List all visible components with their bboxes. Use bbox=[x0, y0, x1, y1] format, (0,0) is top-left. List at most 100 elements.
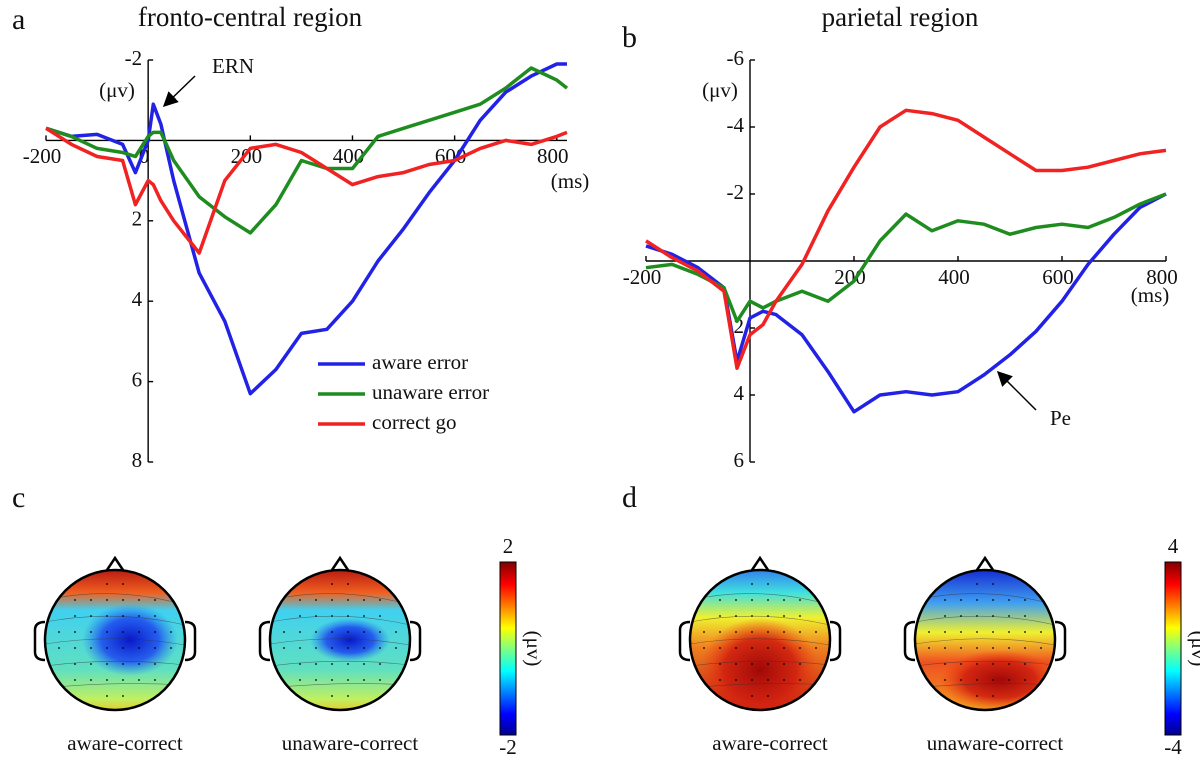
electrode bbox=[944, 647, 946, 649]
electrode bbox=[735, 631, 737, 633]
electrode bbox=[1008, 663, 1010, 665]
electrode bbox=[347, 615, 349, 617]
electrode bbox=[299, 647, 301, 649]
electrode bbox=[976, 631, 978, 633]
electrode bbox=[170, 647, 172, 649]
electrode bbox=[138, 599, 140, 601]
electrode bbox=[719, 599, 721, 601]
electrode bbox=[799, 679, 801, 681]
topomap-blob bbox=[310, 618, 390, 662]
electrode bbox=[347, 679, 349, 681]
electrode bbox=[799, 631, 801, 633]
panel-letter: c bbox=[12, 481, 25, 514]
electrode bbox=[976, 679, 978, 681]
electrode bbox=[90, 615, 92, 617]
electrode bbox=[331, 695, 333, 697]
electrode bbox=[379, 615, 381, 617]
electrode bbox=[703, 631, 705, 633]
electrode bbox=[154, 663, 156, 665]
colorbar-tick-label: -4 bbox=[1164, 735, 1182, 759]
electrode bbox=[347, 631, 349, 633]
annotation-arrow bbox=[162, 75, 196, 108]
electrode bbox=[751, 599, 753, 601]
topomap bbox=[915, 570, 1055, 710]
nose bbox=[750, 555, 770, 571]
topomap bbox=[690, 570, 830, 710]
y-tick-label: 6 bbox=[734, 448, 745, 472]
y-unit: (μv) bbox=[99, 78, 135, 102]
topomap-blob bbox=[82, 604, 178, 676]
colorbar-unit: (μv) bbox=[522, 631, 546, 667]
colorbar-tick-label: 4 bbox=[1168, 534, 1179, 558]
electrode bbox=[799, 663, 801, 665]
electrode bbox=[106, 679, 108, 681]
contour bbox=[45, 660, 185, 667]
electrode bbox=[992, 615, 994, 617]
electrode bbox=[315, 679, 317, 681]
ear bbox=[409, 620, 422, 662]
electrode bbox=[767, 631, 769, 633]
electrode bbox=[1024, 615, 1026, 617]
electrode bbox=[154, 679, 156, 681]
annotation-arrow bbox=[996, 370, 1037, 411]
legend-label: aware error bbox=[372, 350, 468, 374]
electrode bbox=[783, 679, 785, 681]
electrode bbox=[379, 663, 381, 665]
topomap-blob bbox=[700, 618, 820, 710]
electrode bbox=[138, 663, 140, 665]
colorbar-unit: (μv) bbox=[1187, 631, 1200, 667]
annotation: Pe bbox=[1050, 406, 1071, 430]
contour bbox=[915, 638, 1055, 646]
contour bbox=[45, 638, 185, 646]
electrode bbox=[331, 679, 333, 681]
electrode bbox=[960, 663, 962, 665]
electrode bbox=[960, 679, 962, 681]
map-label: unaware-correct bbox=[282, 731, 419, 755]
electrode bbox=[106, 663, 108, 665]
electrode bbox=[106, 583, 108, 585]
x-tick-label: 400 bbox=[938, 265, 970, 289]
topomap bbox=[270, 570, 410, 710]
electrode bbox=[299, 615, 301, 617]
electrode bbox=[379, 647, 381, 649]
electrode bbox=[960, 599, 962, 601]
ear bbox=[829, 620, 842, 662]
colorbar bbox=[1164, 561, 1182, 736]
ear bbox=[258, 620, 271, 662]
electrode bbox=[944, 679, 946, 681]
electrode bbox=[1008, 679, 1010, 681]
panel-letter: d bbox=[622, 481, 637, 514]
electrode bbox=[122, 663, 124, 665]
chart-title: parietal region bbox=[822, 2, 979, 32]
electrode bbox=[122, 631, 124, 633]
electrode bbox=[1008, 647, 1010, 649]
electrode bbox=[976, 583, 978, 585]
head-outline bbox=[913, 568, 1057, 712]
electrode bbox=[1024, 663, 1026, 665]
electrode bbox=[767, 599, 769, 601]
electrode bbox=[703, 647, 705, 649]
panel-letter: a bbox=[12, 3, 25, 36]
y-tick-label: 8 bbox=[132, 448, 143, 472]
electrode bbox=[395, 631, 397, 633]
electrode bbox=[751, 663, 753, 665]
electrode bbox=[106, 647, 108, 649]
electrode bbox=[992, 695, 994, 697]
electrode bbox=[347, 663, 349, 665]
electrode bbox=[751, 679, 753, 681]
nose bbox=[330, 555, 350, 571]
electrode bbox=[363, 615, 365, 617]
electrode bbox=[331, 615, 333, 617]
contour bbox=[915, 615, 1055, 626]
electrode bbox=[122, 679, 124, 681]
colorbar-tick-label: -2 bbox=[499, 735, 517, 759]
electrode bbox=[735, 599, 737, 601]
series-line bbox=[645, 192, 1167, 324]
y-tick-label: 2 bbox=[132, 207, 143, 231]
electrode bbox=[138, 631, 140, 633]
electrode bbox=[719, 631, 721, 633]
electrode bbox=[992, 679, 994, 681]
map-label: unaware-correct bbox=[927, 731, 1064, 755]
electrode bbox=[815, 631, 817, 633]
electrode bbox=[395, 647, 397, 649]
